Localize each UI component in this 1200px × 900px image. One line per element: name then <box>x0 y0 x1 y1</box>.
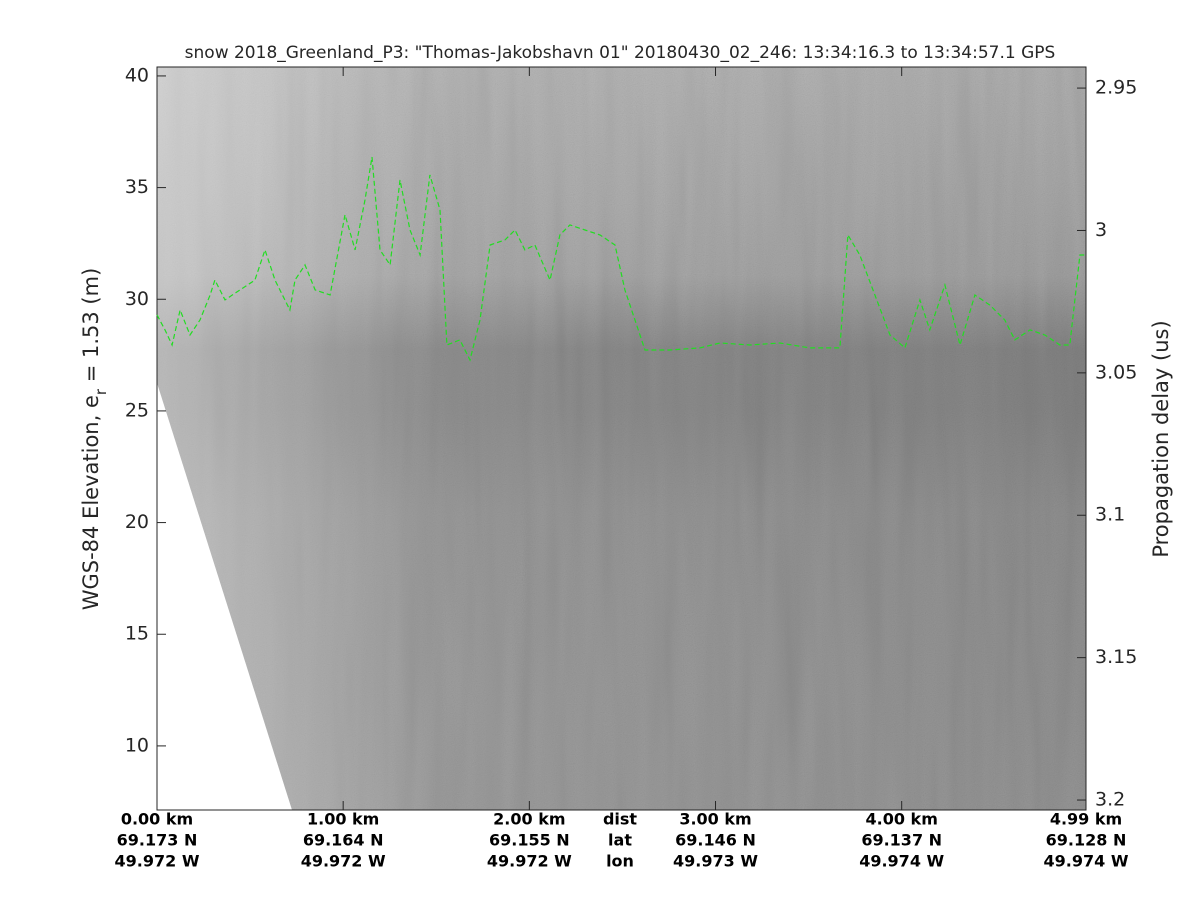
y-tick-label: 30 <box>125 288 149 310</box>
y-tick-label: 40 <box>125 64 149 86</box>
plot-frame <box>156 66 1087 811</box>
y-tick-label: 20 <box>125 511 149 533</box>
x-tick-lon: 49.972 W <box>115 852 200 871</box>
chart-title: snow 2018_Greenland_P3: "Thomas-Jakobsha… <box>185 43 1056 63</box>
x-tick-lat: 69.164 N <box>303 831 384 850</box>
x-tick-lon: 49.972 W <box>487 852 572 871</box>
x-tick-label: 2.00 km <box>493 810 565 829</box>
x-tick-label: 0.00 km <box>121 810 193 829</box>
y2-tick-label: 3 <box>1095 219 1107 241</box>
row-label: dist <box>603 810 637 829</box>
y2-tick-label: 3.2 <box>1095 789 1125 811</box>
x-tick-lon: 49.974 W <box>859 852 944 871</box>
x-tick-label: 4.99 km <box>1050 810 1122 829</box>
x-tick-lon: 49.972 W <box>301 852 386 871</box>
y-axis-label-part: = 1.53 (m) <box>79 268 103 389</box>
y-tick-label: 35 <box>125 176 149 198</box>
y2-axis-label: Propagation delay (us) <box>1149 320 1173 557</box>
echogram <box>157 67 1086 810</box>
y2-tick-label: 3.1 <box>1095 504 1125 526</box>
row-label: lat <box>608 831 632 850</box>
y-tick-label: 10 <box>125 734 149 756</box>
x-tick-lat: 69.137 N <box>861 831 942 850</box>
x-tick-lat: 69.146 N <box>675 831 756 850</box>
layer-trace <box>156 156 1086 362</box>
x-tick-label: 4.00 km <box>866 810 938 829</box>
row-label: lon <box>606 852 634 871</box>
y2-tick-label: 3.05 <box>1095 361 1137 383</box>
y-axis-label-part: r <box>92 388 110 395</box>
x-tick-lat: 69.128 N <box>1046 831 1127 850</box>
x-tick-lat: 69.155 N <box>489 831 570 850</box>
x-tick-lon: 49.973 W <box>673 852 758 871</box>
x-tick-lat: 69.173 N <box>117 831 198 850</box>
x-tick-label: 1.00 km <box>307 810 379 829</box>
y-tick-label: 25 <box>125 399 149 421</box>
y2-tick-label: 2.95 <box>1095 77 1137 99</box>
y-axis-label-part: WGS-84 Elevation, e <box>79 395 103 610</box>
x-tick-lon: 49.974 W <box>1044 852 1129 871</box>
y-axis-label: WGS-84 Elevation, er = 1.53 (m) <box>79 268 110 611</box>
x-tick-label: 3.00 km <box>679 810 751 829</box>
y-tick-label: 15 <box>125 623 149 645</box>
y2-tick-label: 3.15 <box>1095 646 1137 668</box>
